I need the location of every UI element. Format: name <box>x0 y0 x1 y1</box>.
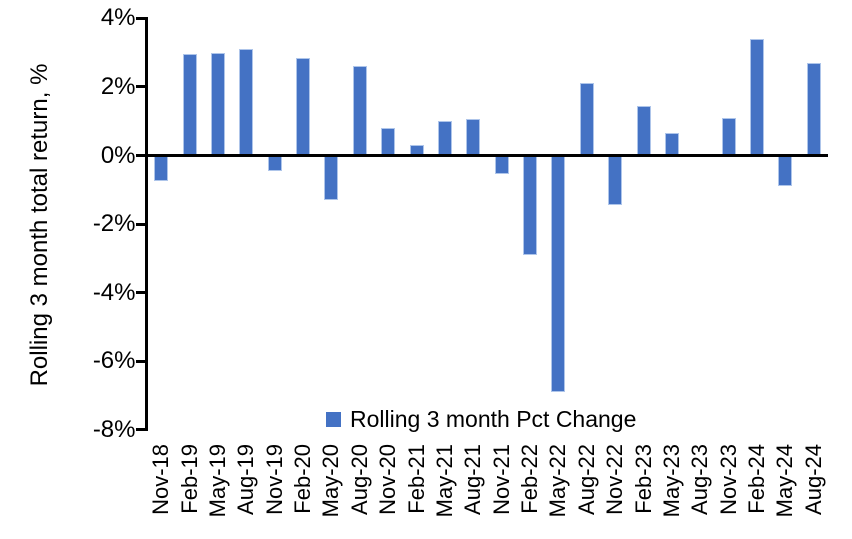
legend-label: Rolling 3 month Pct Change <box>350 406 637 432</box>
y-axis-tick-label: 2% <box>100 72 136 100</box>
bar-Feb-24 <box>750 38 765 156</box>
bar-Aug-22 <box>579 83 594 156</box>
bar-May-20 <box>324 155 339 201</box>
y-axis-tick-label: 4% <box>100 4 136 32</box>
bar-Nov-23 <box>721 117 736 156</box>
x-axis-tick-label: Nov-18 <box>148 444 174 515</box>
x-axis-tick-label: May-22 <box>545 444 571 518</box>
x-axis-tick-label: Aug-19 <box>233 444 259 515</box>
x-axis-tick-label: May-19 <box>204 444 230 518</box>
x-axis-tick-label: Nov-23 <box>715 444 741 515</box>
bar-May-23 <box>664 133 679 156</box>
bar-Nov-18 <box>154 155 169 182</box>
y-axis-tick-label: -6% <box>92 347 136 375</box>
bar-Aug-24 <box>806 62 821 156</box>
x-axis-tick-label: Nov-19 <box>261 444 287 515</box>
x-axis-zero-line <box>144 154 828 157</box>
x-axis-tick-label: Nov-21 <box>488 444 514 515</box>
bar-Feb-20 <box>296 57 311 156</box>
bar-May-24 <box>778 155 793 187</box>
x-axis-tick-label: May-23 <box>658 444 684 518</box>
bar-Aug-19 <box>239 49 254 156</box>
x-axis-tick-label: Nov-22 <box>602 444 628 515</box>
bar-Nov-22 <box>608 155 623 206</box>
x-axis-tick-label: Feb-20 <box>290 444 316 514</box>
bar-Feb-19 <box>182 54 197 156</box>
y-axis-tick-label: 0% <box>100 141 136 169</box>
bar-Aug-20 <box>352 66 367 156</box>
bar-Feb-23 <box>636 105 651 156</box>
x-axis-tick-label: May-20 <box>318 444 344 518</box>
bar-Feb-22 <box>523 155 538 255</box>
x-axis-tick-label: Aug-24 <box>800 444 826 515</box>
y-axis-tick <box>135 16 145 20</box>
y-axis-tick <box>135 291 145 295</box>
y-axis-line <box>144 16 148 432</box>
y-axis-tick <box>135 85 145 89</box>
y-axis-tick <box>135 359 145 363</box>
y-axis-title: Rolling 3 month total return, % <box>26 63 53 387</box>
bar-May-21 <box>437 121 452 156</box>
x-axis-tick-label: Feb-19 <box>176 444 202 514</box>
bar-Aug-21 <box>466 119 481 156</box>
legend: Rolling 3 month Pct Change <box>326 406 636 433</box>
y-axis-tick <box>135 428 145 432</box>
y-axis-tick-label: -4% <box>92 278 136 306</box>
x-axis-tick-label: Feb-24 <box>744 444 770 514</box>
x-axis-tick-label: Aug-22 <box>573 444 599 515</box>
y-axis-tick <box>135 154 145 157</box>
x-axis-tick-label: Aug-21 <box>460 444 486 515</box>
x-axis-tick-label: Feb-21 <box>403 444 429 514</box>
y-axis-tick-label: -8% <box>92 415 136 443</box>
bar-Nov-19 <box>267 155 282 171</box>
x-axis-tick-label: Aug-20 <box>346 444 372 515</box>
legend-marker-square <box>326 412 341 427</box>
y-axis-tick <box>135 222 145 226</box>
x-axis-tick-label: Aug-23 <box>687 444 713 515</box>
x-axis-tick-label: Feb-23 <box>630 444 656 514</box>
bar-Nov-20 <box>381 128 396 156</box>
x-axis-tick-label: Feb-22 <box>517 444 543 514</box>
x-axis-tick-label: May-21 <box>431 444 457 518</box>
x-axis-tick-label: Nov-20 <box>375 444 401 515</box>
x-axis-tick-label: May-24 <box>772 444 798 518</box>
bar-May-19 <box>210 52 225 156</box>
bar-May-22 <box>551 155 566 393</box>
y-axis-tick-label: -2% <box>92 210 136 238</box>
bar-Nov-21 <box>494 155 509 175</box>
